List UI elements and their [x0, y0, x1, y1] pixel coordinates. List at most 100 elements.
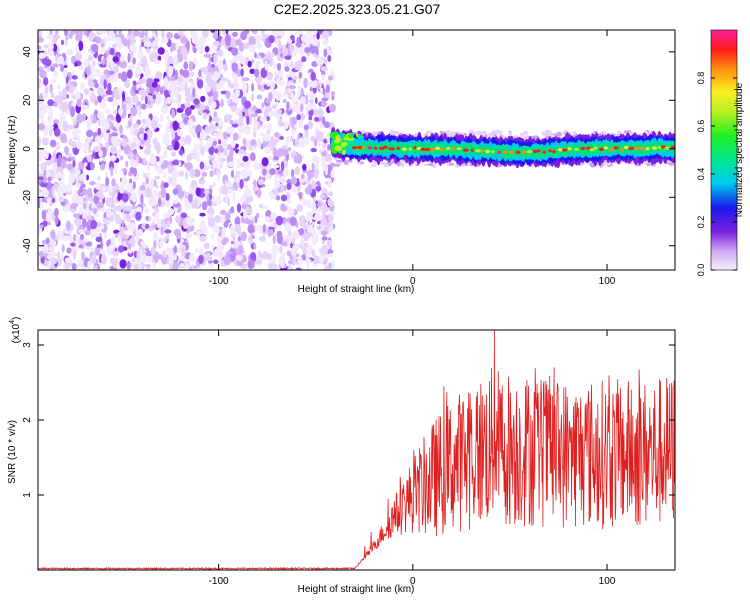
heatmap-cell	[167, 164, 174, 174]
heatmap-cell	[86, 154, 92, 162]
heatmap-cell	[97, 111, 105, 120]
heatmap-cell	[261, 124, 267, 130]
heatmap-cell	[515, 150, 521, 154]
heatmap-cell	[48, 110, 54, 120]
heatmap-cell	[151, 81, 158, 88]
heatmap-cell	[95, 236, 103, 243]
heatmap-cell	[74, 44, 79, 53]
heatmap-cell	[39, 109, 45, 120]
heatmap-cell	[164, 49, 170, 60]
heatmap-cell	[202, 112, 208, 120]
heatmap-cell	[144, 148, 151, 155]
heatmap-cell	[317, 216, 323, 221]
heatmap-cell	[212, 196, 216, 201]
heatmap-cell	[131, 258, 136, 263]
heatmap-cell	[156, 144, 161, 155]
y-tick-label: 1	[22, 492, 33, 498]
heatmap-cell	[258, 250, 262, 258]
heatmap-cell	[128, 222, 136, 232]
heatmap-cell	[285, 136, 292, 143]
heatmap-cell	[298, 228, 305, 236]
heatmap-cell	[289, 216, 297, 227]
heatmap-cell	[290, 168, 295, 178]
heatmap-cell	[60, 183, 68, 194]
heatmap-cell	[57, 185, 63, 196]
heatmap-cell	[109, 154, 117, 162]
heatmap-cell	[298, 192, 303, 200]
heatmap-cell	[292, 248, 297, 258]
heatmap-cell	[200, 235, 207, 242]
heatmap-cell	[266, 81, 271, 87]
heatmap-cell	[199, 224, 207, 230]
heatmap-cell	[307, 199, 312, 209]
heatmap-cell	[149, 155, 157, 166]
y-tick-label: 0	[22, 146, 33, 152]
heatmap-cell	[328, 191, 333, 197]
x-tick-label: -100	[209, 276, 229, 287]
heatmap-cell	[108, 70, 115, 75]
heatmap-cell	[124, 234, 130, 239]
heatmap-cell	[49, 169, 54, 175]
heatmap-cell	[101, 254, 107, 265]
heatmap-cell	[280, 258, 285, 263]
heatmap-cell	[62, 69, 68, 78]
heatmap-cell	[192, 87, 196, 98]
heatmap-cell	[163, 182, 169, 188]
heatmap-cell	[151, 52, 159, 59]
heatmap-cell	[171, 170, 180, 178]
heatmap-cell	[271, 52, 275, 58]
heatmap-cell	[190, 265, 196, 270]
heatmap-cell	[104, 133, 109, 141]
heatmap-cell	[41, 137, 49, 146]
heatmap-cell	[158, 240, 164, 248]
heatmap-cell	[207, 216, 216, 228]
heatmap-cell	[261, 106, 264, 112]
heatmap-cell	[370, 164, 377, 168]
heatmap-cell	[82, 148, 89, 154]
heatmap-cell	[60, 253, 64, 261]
heatmap-cell	[213, 40, 220, 46]
heatmap-cell	[121, 168, 128, 172]
heatmap-cell	[248, 116, 253, 126]
heatmap-cell	[100, 101, 107, 109]
heatmap-cell	[231, 62, 238, 72]
heatmap-cell	[147, 227, 155, 232]
heatmap-cell	[628, 146, 635, 150]
heatmap-cell	[108, 243, 116, 251]
heatmap-cell	[44, 260, 49, 266]
heatmap-cell	[293, 155, 297, 164]
heatmap-cell	[275, 215, 284, 226]
heatmap-cell	[103, 121, 110, 130]
heatmap-cell	[238, 150, 247, 155]
heatmap-cell	[234, 90, 240, 98]
heatmap-cell	[413, 146, 417, 150]
heatmap-cell	[112, 99, 118, 107]
heatmap-cell	[198, 254, 204, 264]
heatmap-cell	[132, 123, 139, 129]
heatmap-cell	[178, 221, 182, 227]
heatmap-cell	[207, 62, 212, 68]
heatmap-cell	[157, 47, 165, 55]
heatmap-cell	[254, 52, 257, 59]
heatmap-cell	[294, 138, 300, 148]
heatmap-cell	[138, 52, 144, 60]
heatmap-cell	[521, 150, 527, 154]
heatmap-cell	[291, 38, 295, 43]
heatmap-cell	[71, 75, 78, 80]
heatmap-cell	[46, 67, 50, 72]
y-tick-label: 2	[22, 417, 33, 423]
heatmap-cell	[127, 52, 131, 63]
heatmap-cell	[153, 231, 159, 241]
heatmap-cell	[207, 81, 215, 87]
heatmap-cell	[223, 255, 231, 266]
heatmap-cell	[502, 150, 508, 155]
heatmap-cell	[165, 123, 170, 135]
heatmap-cell	[319, 252, 323, 257]
heatmap-cell	[238, 110, 243, 118]
heatmap-cell	[110, 236, 116, 246]
heatmap-cell	[178, 149, 184, 156]
heatmap-cell	[176, 129, 184, 137]
heatmap-cell	[203, 67, 208, 75]
heatmap-cell	[120, 155, 124, 161]
